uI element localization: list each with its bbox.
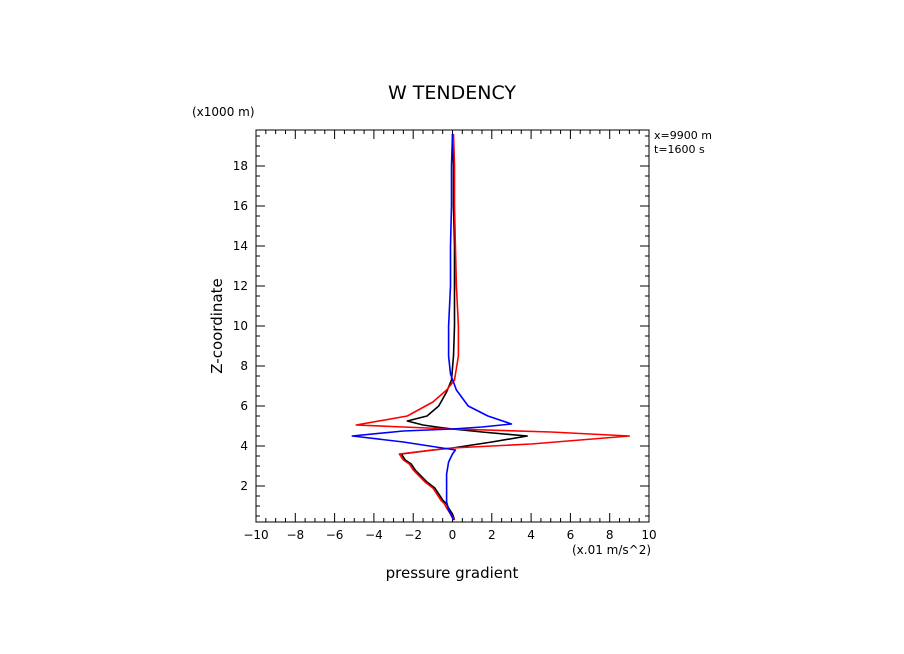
y-tick-label: 18 [233, 159, 248, 173]
chart-title: W TENDENCY [388, 82, 516, 104]
x-tick-label: −8 [286, 528, 304, 542]
y-tick-label: 10 [233, 319, 248, 333]
x-tick-label: −10 [243, 528, 268, 542]
x-tick-label: 0 [449, 528, 457, 542]
x-unit-label: (x.01 m/s^2) [572, 543, 651, 557]
y-axis-label: Z-coordinate [208, 278, 226, 373]
annotation-x: x=9900 m [654, 129, 712, 142]
x-tick-label: 4 [527, 528, 535, 542]
y-tick-label: 12 [233, 279, 248, 293]
series-line-3 [351, 133, 513, 521]
x-tick-label: 6 [567, 528, 575, 542]
y-axis: 2 4 6 8 10 12 14 16 18 [233, 135, 649, 517]
x-tick-label: −6 [326, 528, 344, 542]
y-tick-label: 4 [240, 439, 248, 453]
x-tick-label: 2 [488, 528, 496, 542]
y-unit-label: (x1000 m) [192, 105, 255, 119]
y-tick-label: 6 [240, 399, 248, 413]
x-axis: −10 −8 −6 −4 −2 0 2 4 6 8 10 [243, 130, 657, 542]
x-tick-label: 10 [641, 528, 656, 542]
x-tick-label: −4 [365, 528, 383, 542]
y-tick-label: 8 [240, 359, 248, 373]
y-tick-label: 14 [233, 239, 248, 253]
x-tick-label: −2 [404, 528, 422, 542]
x-axis-label: pressure gradient [386, 564, 519, 582]
y-tick-label: 16 [233, 199, 248, 213]
series-group [351, 133, 631, 521]
x-tick-label: 8 [606, 528, 614, 542]
series-line-2 [355, 133, 631, 521]
annotation-t: t=1600 s [654, 143, 705, 156]
series-line-1 [400, 133, 529, 521]
plot-frame [255, 129, 650, 523]
y-tick-label: 2 [240, 479, 248, 493]
